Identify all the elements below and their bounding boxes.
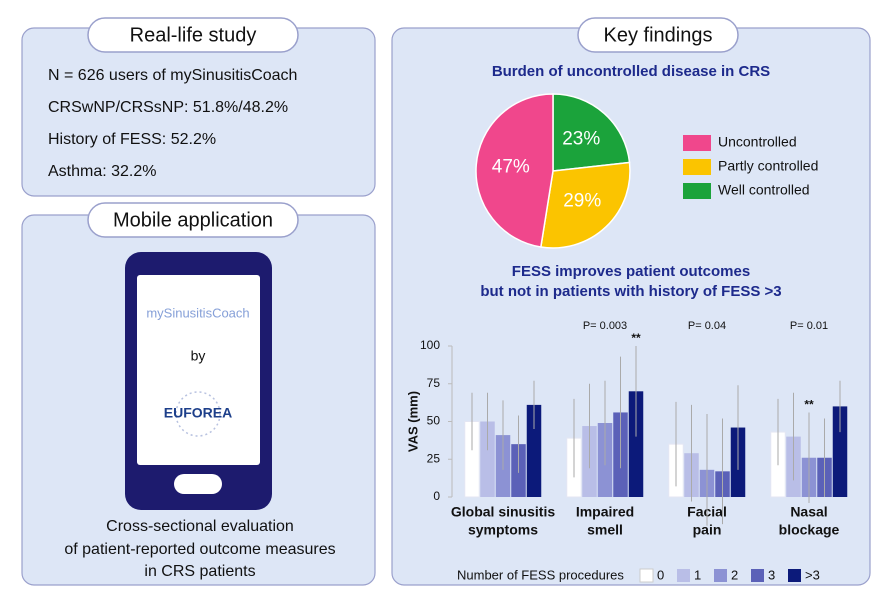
study-line: Asthma: 32.2% bbox=[48, 163, 157, 180]
bar bbox=[832, 406, 848, 497]
app-pill bbox=[87, 202, 299, 238]
app-description: in CRS patients bbox=[144, 563, 255, 580]
app-by: by bbox=[191, 348, 206, 364]
legend-label: 2 bbox=[731, 567, 738, 582]
x-tick-label: smell bbox=[587, 522, 623, 538]
y-tick-label: 75 bbox=[427, 376, 441, 390]
legend-swatch bbox=[639, 568, 654, 583]
bar bbox=[628, 391, 644, 497]
pie-slice bbox=[552, 93, 631, 172]
pie-label: 47% bbox=[492, 157, 530, 178]
legend-swatch bbox=[751, 569, 764, 582]
y-tick-label: 50 bbox=[427, 414, 441, 428]
pie-label: 29% bbox=[563, 191, 601, 212]
findings-panel bbox=[391, 27, 871, 586]
app-description: of patient-reported outcome measures bbox=[64, 541, 335, 558]
y-axis-label: VAS (mm) bbox=[405, 391, 420, 452]
significance: ** bbox=[804, 398, 814, 412]
p-value: P= 0.04 bbox=[688, 320, 726, 332]
logo-ring bbox=[175, 391, 221, 437]
x-tick-label: symptoms bbox=[468, 522, 538, 538]
legend-label: >3 bbox=[805, 567, 820, 582]
legend-swatch bbox=[683, 159, 711, 175]
legend-label: 1 bbox=[694, 567, 701, 582]
legend-label: Uncontrolled bbox=[718, 134, 797, 150]
legend-swatch bbox=[714, 569, 727, 582]
pie-label: 23% bbox=[562, 128, 600, 149]
legend-label: Well controlled bbox=[718, 182, 810, 198]
legend-label: 0 bbox=[657, 567, 664, 582]
legend-label: Partly controlled bbox=[718, 158, 818, 174]
x-tick-label: Impaired bbox=[576, 504, 634, 520]
legend-swatch bbox=[683, 183, 711, 199]
legend-swatch bbox=[788, 569, 801, 582]
y-tick-label: 25 bbox=[427, 451, 441, 465]
study-line: N = 626 users of mySinusitisCoach bbox=[48, 67, 297, 84]
bar bbox=[480, 421, 495, 497]
phone-screen bbox=[137, 275, 260, 465]
study-line: CRSwNP/CRSsNP: 51.8%/48.2% bbox=[48, 99, 288, 116]
study-pill bbox=[87, 17, 299, 53]
x-tick-label: Nasal bbox=[790, 504, 827, 520]
significance: ** bbox=[631, 331, 641, 345]
y-tick-label: 0 bbox=[433, 489, 440, 503]
app-title: Mobile application bbox=[113, 209, 273, 231]
x-tick-label: pain bbox=[693, 522, 722, 538]
study-title: Real-life study bbox=[130, 24, 257, 46]
app-description: Cross-sectional evaluation bbox=[106, 518, 294, 535]
y-tick-label: 100 bbox=[420, 338, 440, 352]
p-value: P= 0.003 bbox=[583, 320, 627, 332]
legend-label: 3 bbox=[768, 567, 775, 582]
x-tick-label: Global sinusitis bbox=[451, 504, 555, 520]
pie-title: Burden of uncontrolled disease in CRS bbox=[492, 63, 770, 80]
findings-title: Key findings bbox=[604, 24, 713, 46]
legend-swatch bbox=[677, 569, 690, 582]
app-name: mySinusitisCoach bbox=[146, 305, 249, 320]
x-tick-label: blockage bbox=[779, 522, 840, 538]
pie-slice bbox=[475, 93, 554, 248]
bar bbox=[526, 404, 542, 497]
logo: EUFOREA bbox=[164, 405, 232, 421]
findings-pill bbox=[577, 17, 739, 53]
bar-title: FESS improves patient outcomes bbox=[512, 263, 750, 280]
p-value: P= 0.01 bbox=[790, 320, 828, 332]
phone-button bbox=[174, 474, 222, 494]
pie-slice bbox=[539, 161, 631, 249]
legend-swatch bbox=[683, 135, 711, 151]
bar-title: but not in patients with history of FESS… bbox=[480, 283, 781, 300]
study-line: History of FESS: 52.2% bbox=[48, 131, 216, 148]
legend-title: Number of FESS procedures bbox=[457, 567, 624, 582]
